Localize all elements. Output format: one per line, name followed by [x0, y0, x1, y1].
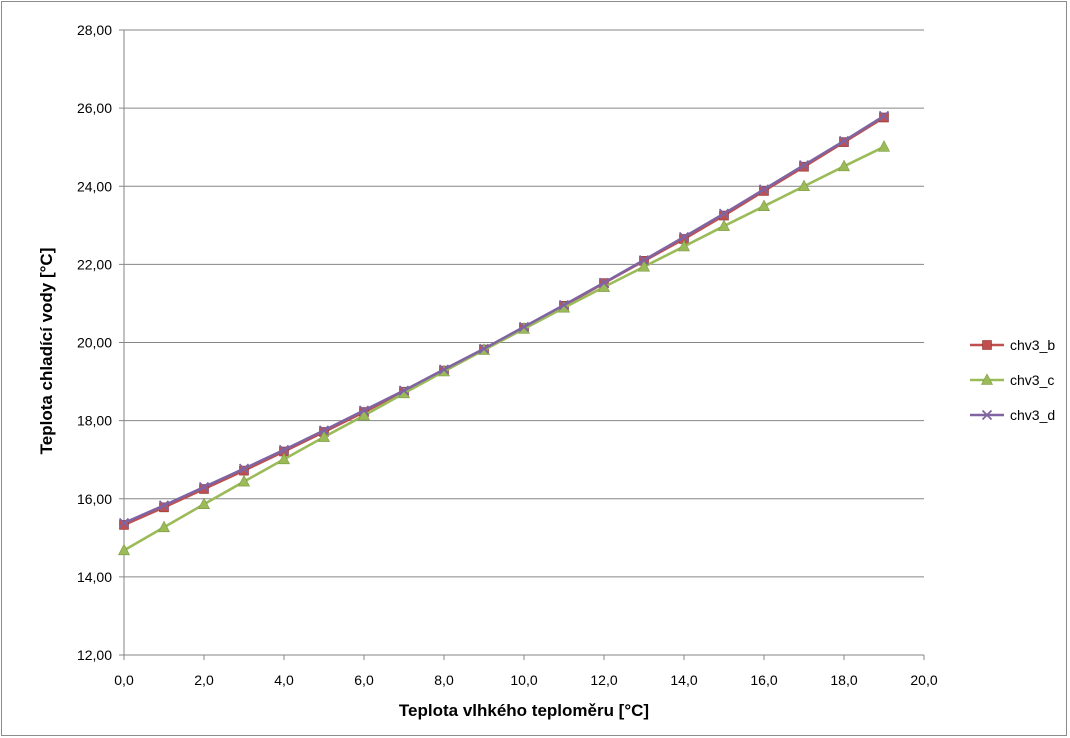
x-marker-stroke: [638, 254, 650, 266]
x-marker-stroke: [678, 231, 690, 243]
x-tick-label: 2,0: [194, 672, 214, 688]
legend-item-chv3_b: chv3_b: [970, 337, 1055, 353]
x-marker-stroke: [981, 409, 993, 421]
x-marker-stroke: [718, 208, 730, 219]
data-point-chv3_d: [238, 463, 250, 474]
x-marker-stroke: [358, 405, 370, 416]
x-marker-stroke: [318, 425, 330, 436]
data-point-chv3_b: [119, 520, 129, 530]
data-point-chv3_c: [198, 497, 210, 510]
data-point-chv3_d: [598, 277, 610, 288]
data-point-chv3_c: [838, 159, 850, 172]
x-marker-stroke: [438, 364, 450, 375]
x-marker-stroke: [238, 463, 250, 474]
legend-label: chv3_c: [1010, 372, 1054, 388]
legend-item-chv3_c: chv3_c: [970, 372, 1054, 388]
legend: chv3_b chv3_c chv3_d: [970, 337, 1055, 423]
x-tick-label: 8,0: [434, 672, 454, 688]
data-point-chv3_d: [158, 500, 170, 511]
data-point-chv3_c: [278, 452, 290, 465]
legend-swatch-marker: [981, 409, 993, 421]
data-point-chv3_d: [638, 254, 650, 266]
y-tick-label: 26,00: [77, 100, 112, 116]
data-point-chv3_c: [718, 219, 730, 231]
x-marker-stroke: [158, 500, 170, 511]
data-point-chv3_d: [478, 343, 490, 354]
y-tick-label: 20,00: [77, 335, 112, 351]
data-point-chv3_d: [398, 385, 410, 396]
data-point-chv3_d: [678, 231, 690, 243]
legend-swatch-marker: [981, 373, 993, 385]
data-point-chv3_d: [358, 405, 370, 416]
tick-labels: 12,00 14,00 16,00 18,00 20,00 22,00 24,00 26,00…: [77, 22, 938, 688]
data-point-chv3_d: [198, 481, 210, 493]
gridlines: [124, 29, 924, 578]
x-marker-stroke: [478, 343, 490, 354]
x-tick-label: 4,0: [274, 672, 294, 688]
x-tick-label: 14,0: [670, 672, 697, 688]
series-line-chv3_c: [123, 145, 885, 552]
data-point-chv3_c: [638, 260, 650, 272]
data-point-chv3_d: [878, 110, 890, 122]
x-axis-title: Teplota vlhkého teploměru [°C]: [399, 701, 649, 720]
data-point-chv3_c: [118, 543, 130, 556]
data-point-chv3_c: [318, 430, 330, 442]
x-marker-stroke: [798, 160, 810, 171]
x-marker-stroke: [118, 517, 130, 529]
x-tick-label: 20,0: [910, 672, 937, 688]
data-point-chv3_d: [718, 208, 730, 219]
data-point-chv3_d: [758, 184, 770, 195]
y-tick-label: 28,00: [77, 22, 112, 38]
y-axis-title: Teplota chladící vody [°C]: [37, 248, 56, 455]
data-point-chv3_d: [278, 444, 290, 456]
x-marker-stroke: [398, 385, 410, 396]
axes: [119, 29, 925, 660]
data-point-chv3_d: [798, 160, 810, 171]
data-point-chv3_c: [358, 408, 370, 421]
data-point-chv3_c: [878, 140, 890, 152]
y-tick-label: 16,00: [77, 491, 112, 507]
series-lines: [118, 110, 890, 556]
y-tick-label: 22,00: [77, 256, 112, 272]
series-line-chv3_d: [123, 114, 885, 525]
series-line-chv3_b: [123, 116, 885, 527]
x-tick-label: 12,0: [590, 672, 617, 688]
data-point-chv3_d: [318, 425, 330, 436]
x-marker-stroke: [558, 299, 570, 311]
y-tick-label: 24,00: [77, 178, 112, 194]
data-point-chv3_c: [678, 239, 690, 252]
data-point-chv3_d: [558, 299, 570, 311]
data-point-chv3_d: [118, 517, 130, 529]
data-point-chv3_d: [518, 321, 530, 333]
x-tick-label: 18,0: [830, 672, 857, 688]
x-tick-label: 0,0: [114, 672, 134, 688]
legend-item-chv3_d: chv3_d: [970, 407, 1055, 423]
x-tick-label: 10,0: [510, 672, 537, 688]
x-marker-stroke: [598, 277, 610, 288]
x-marker-stroke: [278, 444, 290, 456]
x-marker-stroke: [518, 321, 530, 333]
data-point-chv3_d: [438, 364, 450, 375]
x-marker-stroke: [198, 481, 210, 493]
x-tick-label: 16,0: [750, 672, 777, 688]
x-marker-stroke: [878, 110, 890, 122]
y-tick-label: 18,00: [77, 413, 112, 429]
x-tick-label: 6,0: [354, 672, 374, 688]
y-tick-label: 14,00: [77, 569, 112, 585]
data-point-chv3_c: [758, 199, 770, 211]
y-tick-label: 12,00: [77, 647, 112, 663]
data-point-chv3_d: [838, 135, 850, 147]
x-marker-stroke: [838, 135, 850, 147]
data-point-chv3_c: [798, 179, 810, 192]
legend-label: chv3_b: [1010, 337, 1055, 353]
data-point-chv3_c: [238, 474, 250, 487]
legend-swatch-marker: [982, 340, 992, 350]
data-point-chv3_c: [158, 520, 170, 533]
x-marker-stroke: [758, 184, 770, 195]
legend-label: chv3_d: [1010, 407, 1055, 423]
